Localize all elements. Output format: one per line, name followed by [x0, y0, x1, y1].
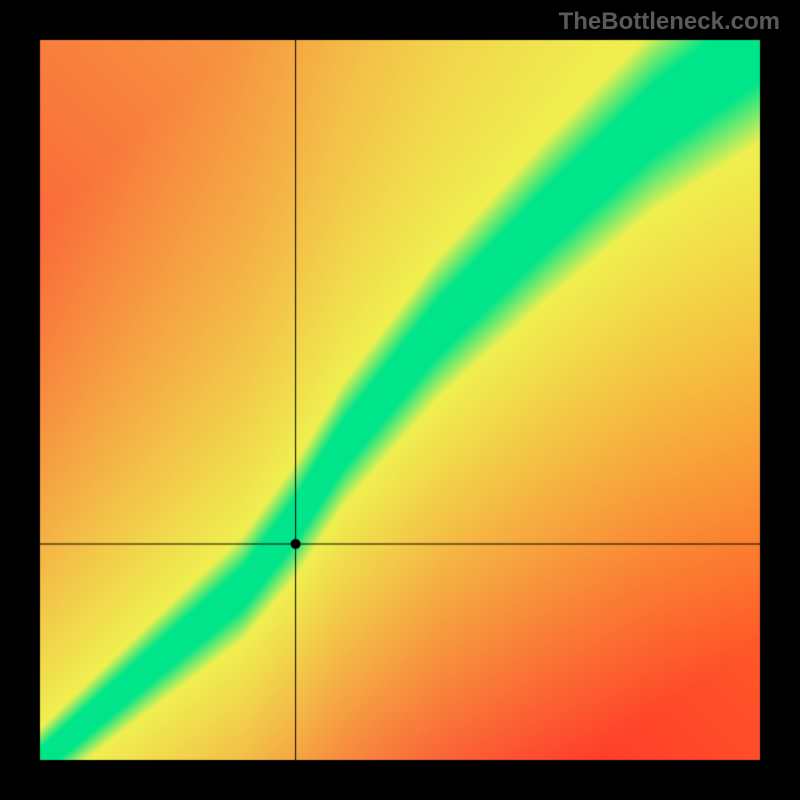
watermark-label: TheBottleneck.com: [559, 8, 780, 36]
chart-container: TheBottleneck.com: [0, 0, 800, 800]
bottleneck-heatmap: [0, 0, 800, 800]
